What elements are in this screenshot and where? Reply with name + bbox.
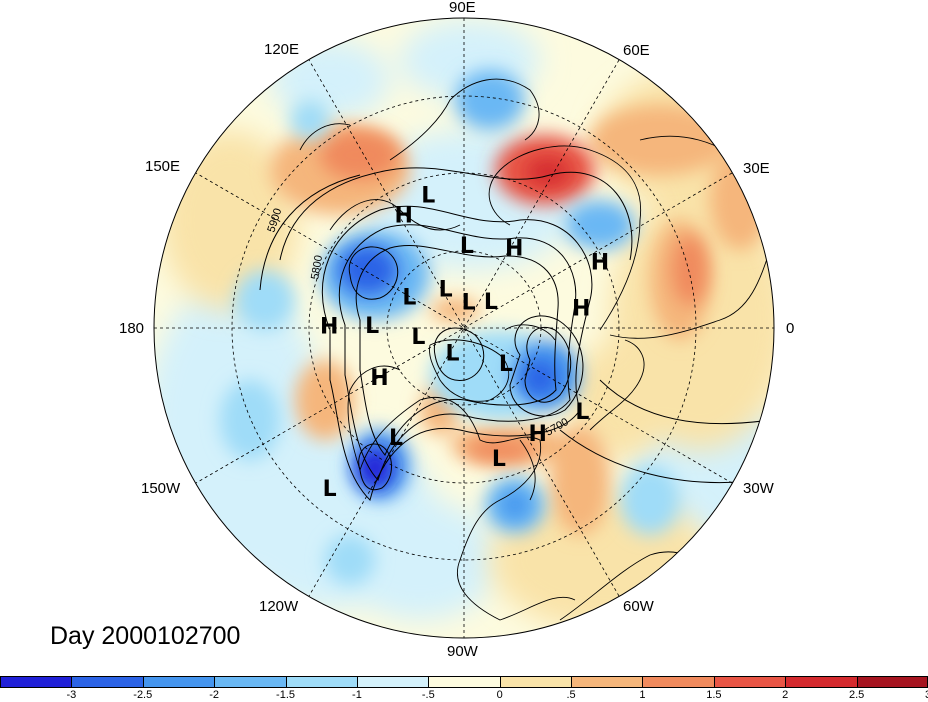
colorbar-swatch (285, 676, 358, 688)
colorbar-tick-label: 1 (639, 689, 646, 701)
colorbar-swatch (142, 676, 216, 688)
anomaly-field (154, 18, 774, 638)
colorbar-tick-label: -2.5 (133, 689, 153, 701)
colorbar-swatch (428, 676, 501, 688)
high-pressure-center: H (591, 251, 609, 276)
low-pressure-center: L (484, 290, 498, 315)
low-pressure-center: L (411, 325, 425, 350)
lon-label-30w: 30W (743, 480, 774, 497)
colorbar-tick-label: 0 (496, 689, 503, 701)
colorbar-tick-label: -2 (209, 689, 220, 701)
colorbar-tick-label: 2 (782, 689, 789, 701)
low-pressure-center: L (499, 352, 513, 377)
colorbar-tick-label: 3 (925, 689, 928, 701)
lon-label-120w: 120W (259, 598, 299, 615)
high-pressure-center: H (505, 237, 523, 262)
map-boundary (153, 17, 775, 639)
lon-label-180: 180 (119, 320, 145, 337)
high-pressure-center: H (320, 315, 338, 340)
low-pressure-center: L (460, 234, 474, 259)
low-pressure-center: L (421, 184, 435, 209)
colorbar-tick-label: -.5 (421, 689, 435, 701)
colorbar-swatch (499, 676, 573, 688)
colorbar-swatch (71, 676, 144, 688)
low-pressure-center: L (389, 426, 403, 451)
colorbar-swatch (214, 676, 287, 688)
contour-label-5800: 5800 (309, 254, 325, 280)
lon-label-60e: 60E (623, 42, 650, 59)
high-pressure-center: H (370, 366, 388, 391)
colorbar-tick-label: 2.5 (848, 689, 865, 701)
colorbar-tick-label: -1 (352, 689, 362, 701)
low-pressure-center: L (445, 342, 459, 367)
day-title: Day 2000102700 (50, 622, 241, 650)
colorbar-swatch (713, 676, 787, 688)
low-pressure-center: L (575, 400, 589, 425)
lon-label-30e: 30E (743, 160, 770, 177)
lon-label-120e: 120E (264, 41, 300, 58)
lon-label-90w: 90W (447, 643, 478, 660)
colorbar-swatch (0, 676, 73, 688)
colorbar-tick-label: 1.5 (706, 689, 722, 701)
colorbar-swatch (642, 676, 715, 688)
lon-label-90e: 90E (449, 0, 476, 16)
low-pressure-center: L (402, 286, 416, 311)
lon-label-150e: 150E (145, 158, 181, 175)
colorbar: -3 -2.5 -2 -1.5 -1 -.5 0 .5 1 1.5 2 2.5 3 (0, 676, 928, 702)
low-pressure-center: L (462, 290, 476, 315)
lon-label-0: 0 (786, 320, 795, 337)
colorbar-tick-label: .5 (566, 689, 576, 701)
lon-label-60w: 60W (623, 598, 654, 615)
high-pressure-center: H (394, 204, 412, 229)
colorbar-swatch (571, 676, 644, 688)
lon-label-150w: 150W (141, 480, 181, 497)
low-pressure-center: L (365, 314, 379, 339)
low-pressure-center: L (492, 447, 506, 472)
high-pressure-center: H (528, 422, 546, 447)
colorbar-tick-label: -3 (66, 689, 77, 701)
colorbar-tick-label: -1.5 (276, 689, 296, 701)
colorbar-swatch (785, 676, 858, 688)
colorbar-swatch (856, 676, 928, 688)
low-pressure-center: L (323, 477, 337, 502)
colorbar-swatch (356, 676, 430, 688)
low-pressure-center: L (439, 278, 453, 303)
high-pressure-center: H (572, 296, 590, 321)
graticule (154, 18, 774, 638)
